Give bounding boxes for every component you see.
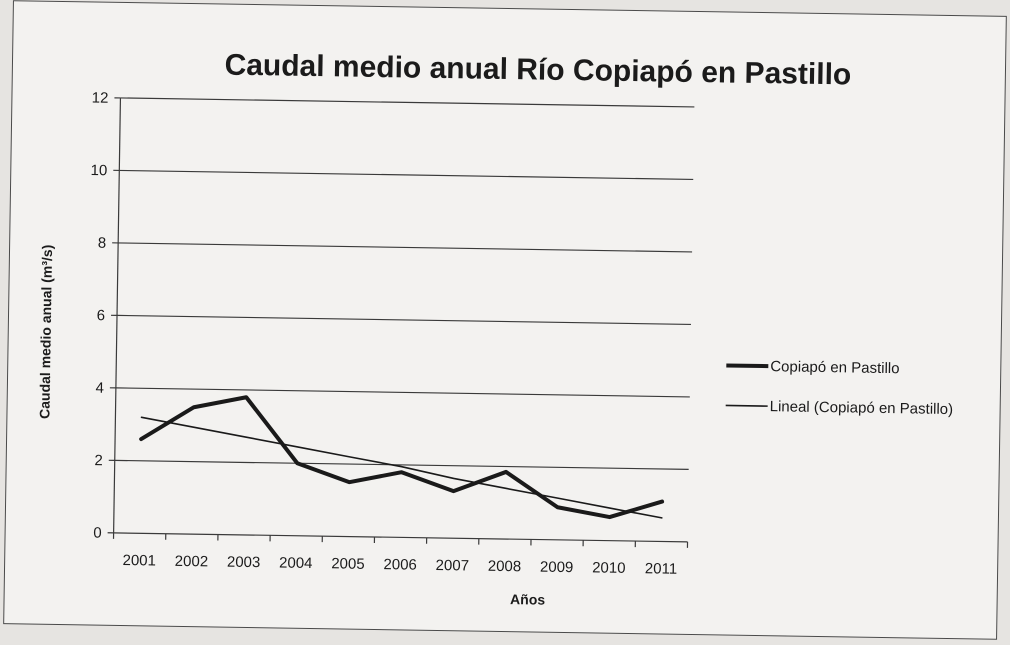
y-tick-label: 0 — [93, 525, 102, 542]
x-tick-labels: 2001 2002 2003 2004 2005 2006 2007 2008 2009 2010… — [122, 552, 677, 578]
axes — [112, 97, 689, 548]
x-tick-label: 2005 — [331, 555, 365, 573]
y-tick-label: 10 — [90, 162, 107, 179]
gridline-4 — [115, 387, 690, 398]
gridline-10 — [119, 169, 694, 181]
series-lines — [139, 395, 665, 520]
x-axis-line — [113, 532, 688, 543]
x-tick-label: 2003 — [227, 554, 261, 572]
y-tick-labels: 0 2 4 6 8 10 12 — [90, 89, 109, 542]
x-tick-label: 2011 — [645, 560, 678, 578]
x-tick-label: 2004 — [279, 554, 313, 572]
chart-title: Caudal medio anual Río Copiapó en Pastil… — [224, 49, 851, 92]
x-tick-label: 2006 — [383, 556, 417, 574]
x-tick-label: 2008 — [488, 558, 522, 576]
legend-swatch — [725, 404, 768, 407]
x-tick-label: 2009 — [540, 559, 574, 577]
gridline-8 — [118, 242, 693, 253]
gridlines — [107, 97, 695, 534]
x-tick-label: 2001 — [122, 552, 156, 570]
y-tick-label: 12 — [92, 89, 109, 106]
legend-label: Copiapó en Pastillo — [770, 358, 900, 377]
legend: Copiapó en Pastillo Lineal (Copiapó en Pa… — [725, 358, 954, 418]
y-tick-label: 8 — [98, 235, 107, 252]
legend-swatch — [726, 363, 769, 369]
legend-label: Lineal (Copiapó en Pastillo) — [770, 398, 954, 418]
y-tick-label: 6 — [97, 307, 106, 324]
y-tick-label: 4 — [95, 380, 104, 397]
gridline-12 — [120, 97, 695, 108]
y-axis-title: Caudal medio anual (m³/s) — [36, 245, 55, 419]
x-tick-label: 2007 — [435, 557, 469, 575]
gridline-6 — [117, 314, 691, 326]
line-chart: Caudal medio anual Río Copiapó en Pastil… — [36, 49, 954, 608]
x-tick-label: 2002 — [175, 553, 209, 571]
gridline-2 — [114, 459, 689, 471]
x-tick-label: 2010 — [592, 559, 626, 577]
series-line-copiapo-en-pastillo — [139, 395, 665, 520]
y-axis-line — [113, 97, 122, 533]
series-line-lineal-trend — [140, 416, 663, 519]
x-axis-title: Años — [510, 591, 545, 608]
chart-paper: Caudal medio anual Río Copiapó en Pastil… — [3, 0, 1007, 640]
y-tick-label: 2 — [94, 452, 103, 469]
